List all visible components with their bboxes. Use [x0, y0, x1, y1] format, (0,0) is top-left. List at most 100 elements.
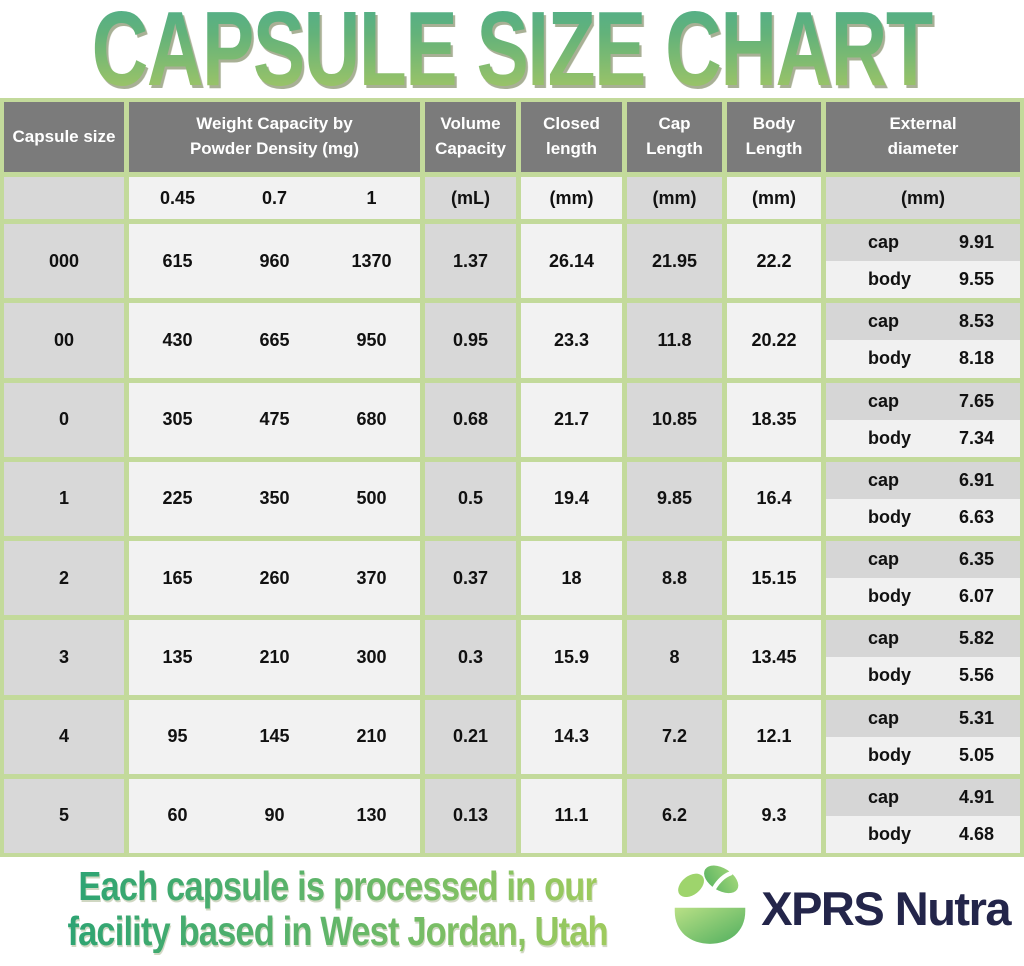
external-diameter-cell: cap 9.91 body 9.55 — [826, 224, 1020, 299]
external-body-value: 5.05 — [958, 744, 994, 765]
weight-at-1: 130 — [356, 805, 387, 826]
header-cap-length: Cap Length — [627, 102, 722, 172]
units-body: (mm) — [727, 177, 821, 219]
external-body-label: body — [868, 427, 911, 448]
density-045: 0.45 — [159, 187, 196, 208]
external-body-row: body 8.18 — [826, 340, 1020, 378]
external-cap-label: cap — [868, 707, 900, 728]
external-body-value: 9.55 — [958, 269, 994, 290]
header-line: Closed — [543, 114, 600, 134]
header-closed-length: Closed length — [521, 102, 622, 172]
external-cap-label: cap — [868, 628, 900, 649]
weight-at-1: 300 — [356, 646, 387, 667]
closed-length-cell: 18 — [521, 541, 622, 616]
weight-at-07: 350 — [259, 488, 290, 509]
external-body-row: body 9.55 — [826, 261, 1020, 299]
header-line: Capsule size — [12, 126, 116, 146]
density-1: 1 — [366, 187, 377, 208]
weight-at-07: 475 — [259, 409, 290, 430]
cap-length-cell: 8.8 — [627, 541, 722, 616]
capsule-size-cell: 3 — [4, 620, 124, 695]
external-body-label: body — [868, 586, 911, 607]
body-length-cell: 13.45 — [727, 620, 821, 695]
header-line: Length — [646, 139, 703, 158]
volume-capacity-cell: 0.13 — [425, 778, 516, 853]
volume-capacity-cell: 0.68 — [425, 382, 516, 457]
volume-capacity-cell: 0.95 — [425, 303, 516, 378]
closed-length-cell: 19.4 — [521, 461, 622, 536]
capsule-size-cell: 2 — [4, 541, 124, 616]
external-cap-row: cap 5.82 — [826, 620, 1020, 658]
units-capsule-empty — [4, 177, 124, 219]
weight-at-045: 135 — [162, 646, 193, 667]
page-title: CAPSULE SIZE CHART — [91, 0, 934, 108]
weight-capacity-cell: 60 90 130 — [129, 778, 420, 853]
weight-at-045: 305 — [162, 409, 193, 430]
external-diameter-cell: cap 6.35 body 6.07 — [826, 541, 1020, 616]
external-cap-value: 6.91 — [958, 469, 994, 490]
volume-capacity-cell: 0.21 — [425, 699, 516, 774]
external-body-value: 4.68 — [958, 823, 994, 844]
weight-at-1: 370 — [356, 567, 387, 588]
tagline-line-2: facility based in West Jordan, Utah — [67, 907, 609, 954]
capsule-size-cell: 0 — [4, 382, 124, 457]
header-capsule-size: Capsule size — [4, 102, 124, 172]
brand-name: XPRS Nutra — [761, 882, 1011, 935]
header-line: Length — [745, 139, 803, 158]
header-body-length: Body Length — [727, 102, 821, 172]
header-line: Capacity — [435, 139, 506, 158]
external-body-row: body 5.05 — [826, 736, 1020, 774]
weight-capacity-cell: 615 960 1370 — [129, 224, 420, 299]
body-length-cell: 18.35 — [727, 382, 821, 457]
external-cap-value: 5.31 — [958, 707, 994, 728]
external-body-value: 8.18 — [958, 348, 994, 369]
header-line: Cap — [658, 114, 691, 134]
units-external: (mm) — [826, 177, 1020, 219]
cap-length-cell: 10.85 — [627, 382, 722, 457]
header-external-diameter: External diameter — [826, 102, 1020, 172]
external-body-value: 7.34 — [958, 427, 994, 448]
external-diameter-cell: cap 6.91 body 6.63 — [826, 461, 1020, 536]
external-cap-label: cap — [868, 549, 900, 570]
header-volume-capacity: Volume Capacity — [425, 102, 516, 172]
closed-length-cell: 15.9 — [521, 620, 622, 695]
cap-length-cell: 9.85 — [627, 461, 722, 536]
weight-at-045: 615 — [162, 250, 193, 271]
external-cap-value: 7.65 — [958, 390, 994, 411]
body-length-cell: 15.15 — [727, 541, 821, 616]
external-cap-value: 8.53 — [958, 311, 994, 332]
units-powder-densities: 0.45 0.7 1 — [129, 177, 420, 219]
closed-length-cell: 14.3 — [521, 699, 622, 774]
external-body-row: body 5.56 — [826, 657, 1020, 695]
units-closed: (mm) — [521, 177, 622, 219]
volume-capacity-cell: 0.37 — [425, 541, 516, 616]
weight-capacity-cell: 430 665 950 — [129, 303, 420, 378]
volume-capacity-cell: 0.5 — [425, 461, 516, 536]
weight-capacity-cell: 95 145 210 — [129, 699, 420, 774]
weight-capacity-cell: 165 260 370 — [129, 541, 420, 616]
external-cap-value: 6.35 — [958, 549, 994, 570]
external-cap-label: cap — [868, 232, 900, 253]
external-diameter-cell: cap 7.65 body 7.34 — [826, 382, 1020, 457]
external-cap-label: cap — [868, 469, 900, 490]
external-body-row: body 4.68 — [826, 815, 1020, 853]
weight-capacity-cell: 225 350 500 — [129, 461, 420, 536]
capsule-size-cell: 00 — [4, 303, 124, 378]
header-weight-capacity: Weight Capacity by Powder Density (mg) — [129, 102, 420, 172]
weight-at-045: 225 — [162, 488, 193, 509]
external-cap-value: 9.91 — [958, 232, 994, 253]
footer: Each capsule is processed in our facilit… — [0, 857, 1024, 966]
cap-length-cell: 21.95 — [627, 224, 722, 299]
weight-at-07: 665 — [259, 329, 290, 350]
closed-length-cell: 26.14 — [521, 224, 622, 299]
units-volume: (mL) — [425, 177, 516, 219]
body-length-cell: 22.2 — [727, 224, 821, 299]
brand-logo: XPRS Nutra — [667, 863, 1016, 954]
external-body-value: 5.56 — [958, 665, 994, 686]
external-body-label: body — [868, 348, 911, 369]
external-body-label: body — [868, 269, 911, 290]
external-body-row: body 7.34 — [826, 419, 1020, 457]
external-cap-row: cap 4.91 — [826, 778, 1020, 816]
units-cap: (mm) — [627, 177, 722, 219]
density-07: 0.7 — [261, 187, 288, 208]
